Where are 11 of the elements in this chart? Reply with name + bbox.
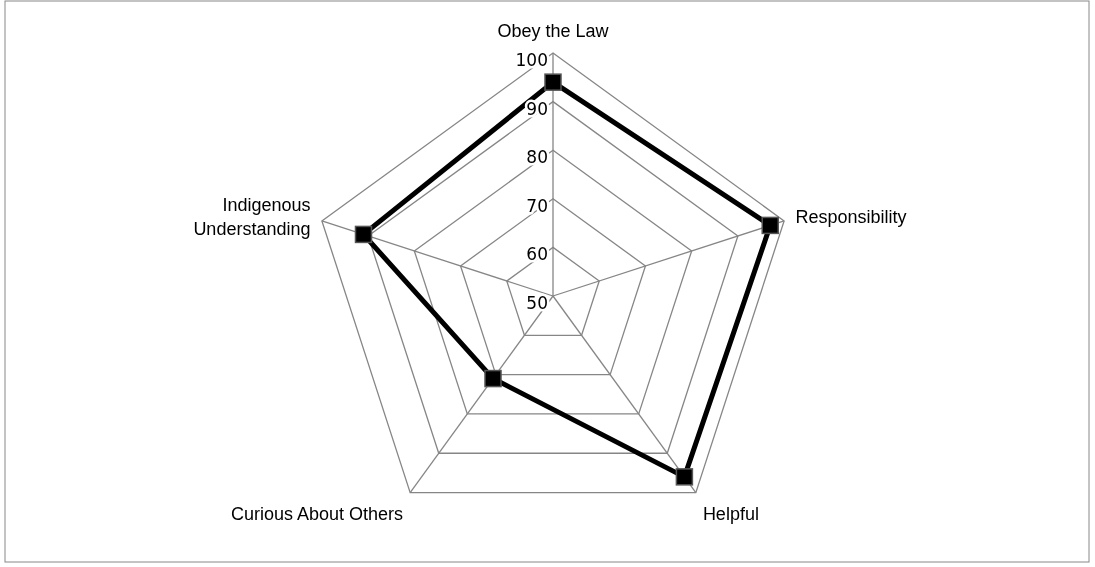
y-tick-label: 60 xyxy=(526,244,548,265)
y-tick-label: 70 xyxy=(526,195,548,216)
spoke-label: Curious About Others xyxy=(231,504,404,525)
y-tick-label: 90 xyxy=(526,98,548,119)
spoke-label: Helpful xyxy=(702,504,759,525)
spoke-label: Responsibility xyxy=(795,207,907,228)
spoke-label: Indigenous Understanding xyxy=(193,195,311,240)
y-tick-label: 50 xyxy=(526,293,548,313)
spoke-label: Obey the Law xyxy=(497,21,610,41)
y-tick-label: 100 xyxy=(515,50,548,70)
y-tick-label: 80 xyxy=(526,147,548,168)
